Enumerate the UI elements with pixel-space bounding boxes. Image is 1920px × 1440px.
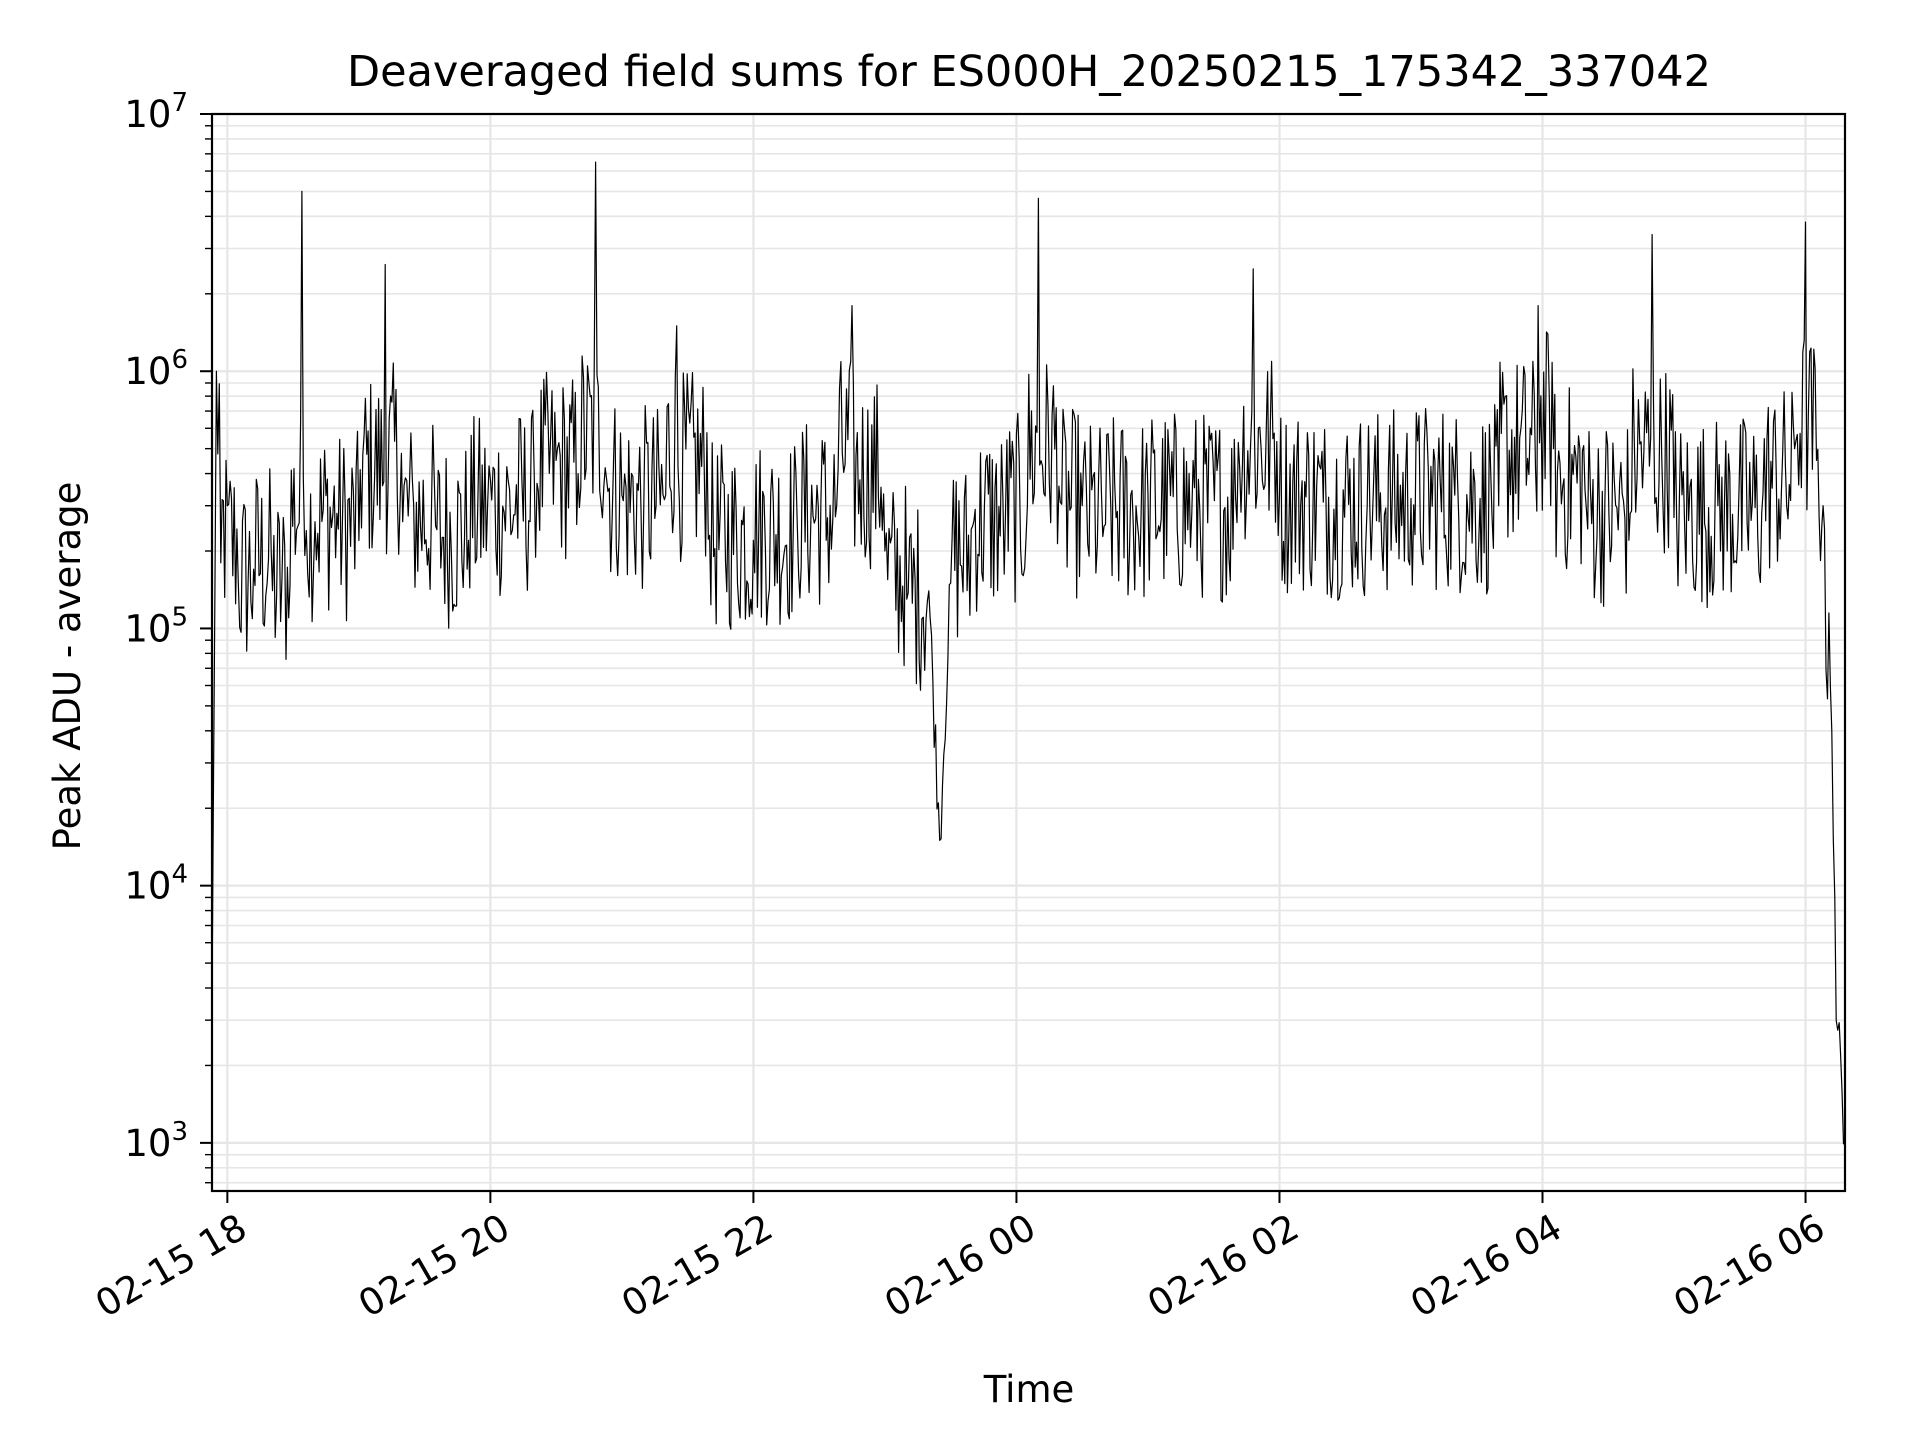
plot-frame <box>210 112 1847 1193</box>
y-axis-ticks: 103 104 105 106 107 <box>124 88 212 1184</box>
y-tick-label: 103 <box>124 1117 188 1165</box>
x-axis-label: Time <box>983 1368 1075 1411</box>
y-tick-label: 106 <box>124 345 188 393</box>
series-line <box>211 161 1846 1145</box>
y-tick-label: 104 <box>124 860 188 908</box>
y-tick-label: 105 <box>124 602 188 650</box>
grid <box>212 112 1845 1191</box>
data-series <box>211 161 1846 1145</box>
y-tick-label: 107 <box>124 88 188 136</box>
chart-title: Deaveraged field sums for ES000H_2025021… <box>347 47 1711 97</box>
y-axis-label: Peak ADU - average <box>46 482 89 851</box>
